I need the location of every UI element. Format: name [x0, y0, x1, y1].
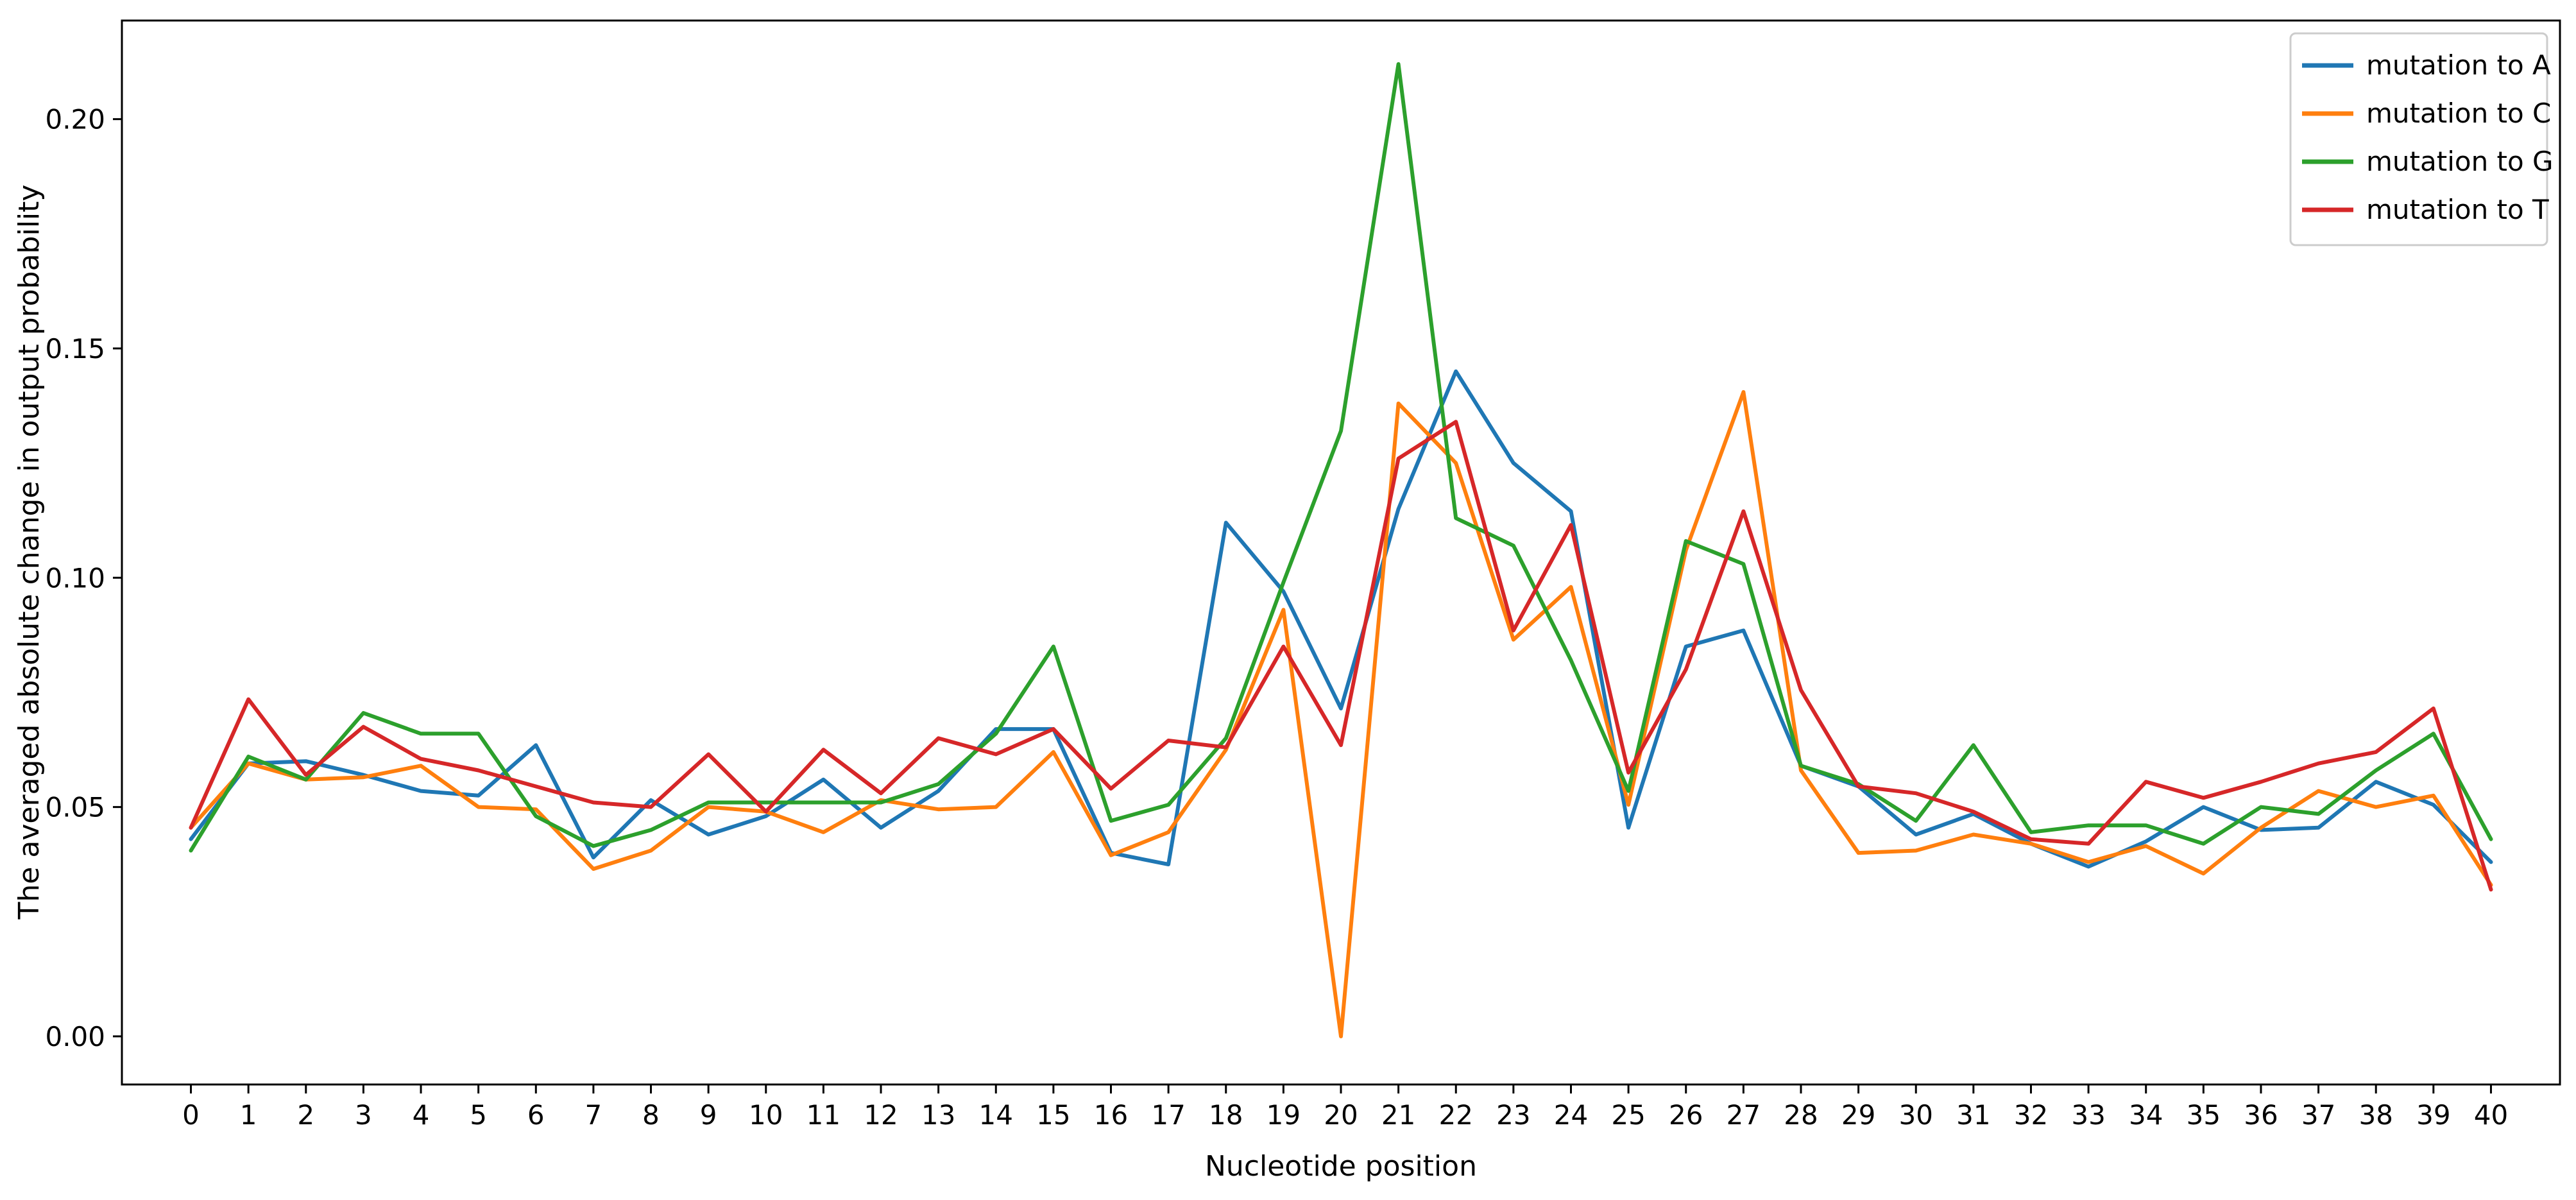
x-tick-label: 2	[297, 1099, 314, 1131]
x-tick-label: 31	[1956, 1099, 1990, 1131]
x-tick-label: 16	[1094, 1099, 1128, 1131]
x-tick-label: 36	[2244, 1099, 2278, 1131]
x-tick-label: 32	[2014, 1099, 2048, 1131]
y-axis-label: The averaged absolute change in output p…	[13, 185, 46, 920]
legend-label: mutation to T	[2366, 194, 2549, 225]
x-tick-label: 11	[806, 1099, 840, 1131]
x-tick-label: 14	[979, 1099, 1013, 1131]
x-tick-label: 33	[2071, 1099, 2105, 1131]
x-tick-label: 24	[1554, 1099, 1588, 1131]
x-tick-label: 15	[1036, 1099, 1070, 1131]
x-tick-label: 23	[1496, 1099, 1530, 1131]
x-tick-label: 9	[700, 1099, 717, 1131]
x-tick-label: 20	[1324, 1099, 1358, 1131]
x-tick-label: 19	[1267, 1099, 1301, 1131]
x-tick-label: 38	[2358, 1099, 2393, 1131]
legend-box	[2289, 32, 2548, 246]
x-tick-label: 13	[921, 1099, 955, 1131]
series-line-4	[189, 420, 2493, 892]
x-tick-label: 35	[2187, 1099, 2221, 1131]
x-tick-label: 40	[2474, 1099, 2508, 1131]
x-tick-label: 30	[1898, 1099, 1932, 1131]
x-tick-label: 8	[642, 1099, 660, 1131]
y-tick-label: 0.00	[45, 1021, 105, 1052]
y-axis: 0.00 0.05 0.10 0.15 0.20	[45, 104, 122, 1052]
x-tick-label: 17	[1151, 1099, 1185, 1131]
x-tick-label: 37	[2301, 1099, 2335, 1131]
x-tick-label: 25	[1611, 1099, 1645, 1131]
x-axis-label: Nucleotide position	[1205, 1150, 1477, 1183]
y-tick-label: 0.20	[45, 104, 105, 135]
x-tick-label: 3	[355, 1099, 372, 1131]
series-line-2	[189, 390, 2493, 1038]
x-tick-label: 27	[1727, 1099, 1761, 1131]
x-tick-label: 6	[527, 1099, 545, 1131]
legend-label: mutation to C	[2366, 98, 2551, 129]
legend: mutation to A mutation to C mutation to G m…	[2289, 32, 2554, 246]
legend-label: mutation to A	[2366, 49, 2551, 81]
x-tick-label: 4	[413, 1099, 430, 1131]
x-tick-label: 7	[585, 1099, 602, 1131]
x-tick-label: 18	[1209, 1099, 1243, 1131]
y-tick-label: 0.05	[45, 792, 105, 823]
legend-label: mutation to G	[2366, 146, 2554, 177]
x-tick-label: 12	[864, 1099, 898, 1131]
x-tick-label: 0	[182, 1099, 200, 1131]
x-tick-label: 39	[2416, 1099, 2450, 1131]
series-layer	[189, 62, 2493, 1038]
x-tick-label: 10	[749, 1099, 783, 1131]
x-tick-label: 29	[1841, 1099, 1875, 1131]
x-tick-label: 28	[1784, 1099, 1818, 1131]
x-axis: 0 1 2 3 4 5 6 7 8 9 10 11 12 13 14 15 16 17 18 19 20 21 22 23 24…	[182, 1084, 2508, 1131]
x-tick-label: 26	[1669, 1099, 1703, 1131]
y-tick-label: 0.10	[45, 562, 105, 594]
x-tick-label: 1	[240, 1099, 257, 1131]
x-tick-label: 21	[1381, 1099, 1415, 1131]
x-tick-label: 5	[470, 1099, 487, 1131]
y-tick-label: 0.15	[45, 333, 105, 364]
x-tick-label: 22	[1439, 1099, 1473, 1131]
x-tick-label: 34	[2129, 1099, 2163, 1131]
